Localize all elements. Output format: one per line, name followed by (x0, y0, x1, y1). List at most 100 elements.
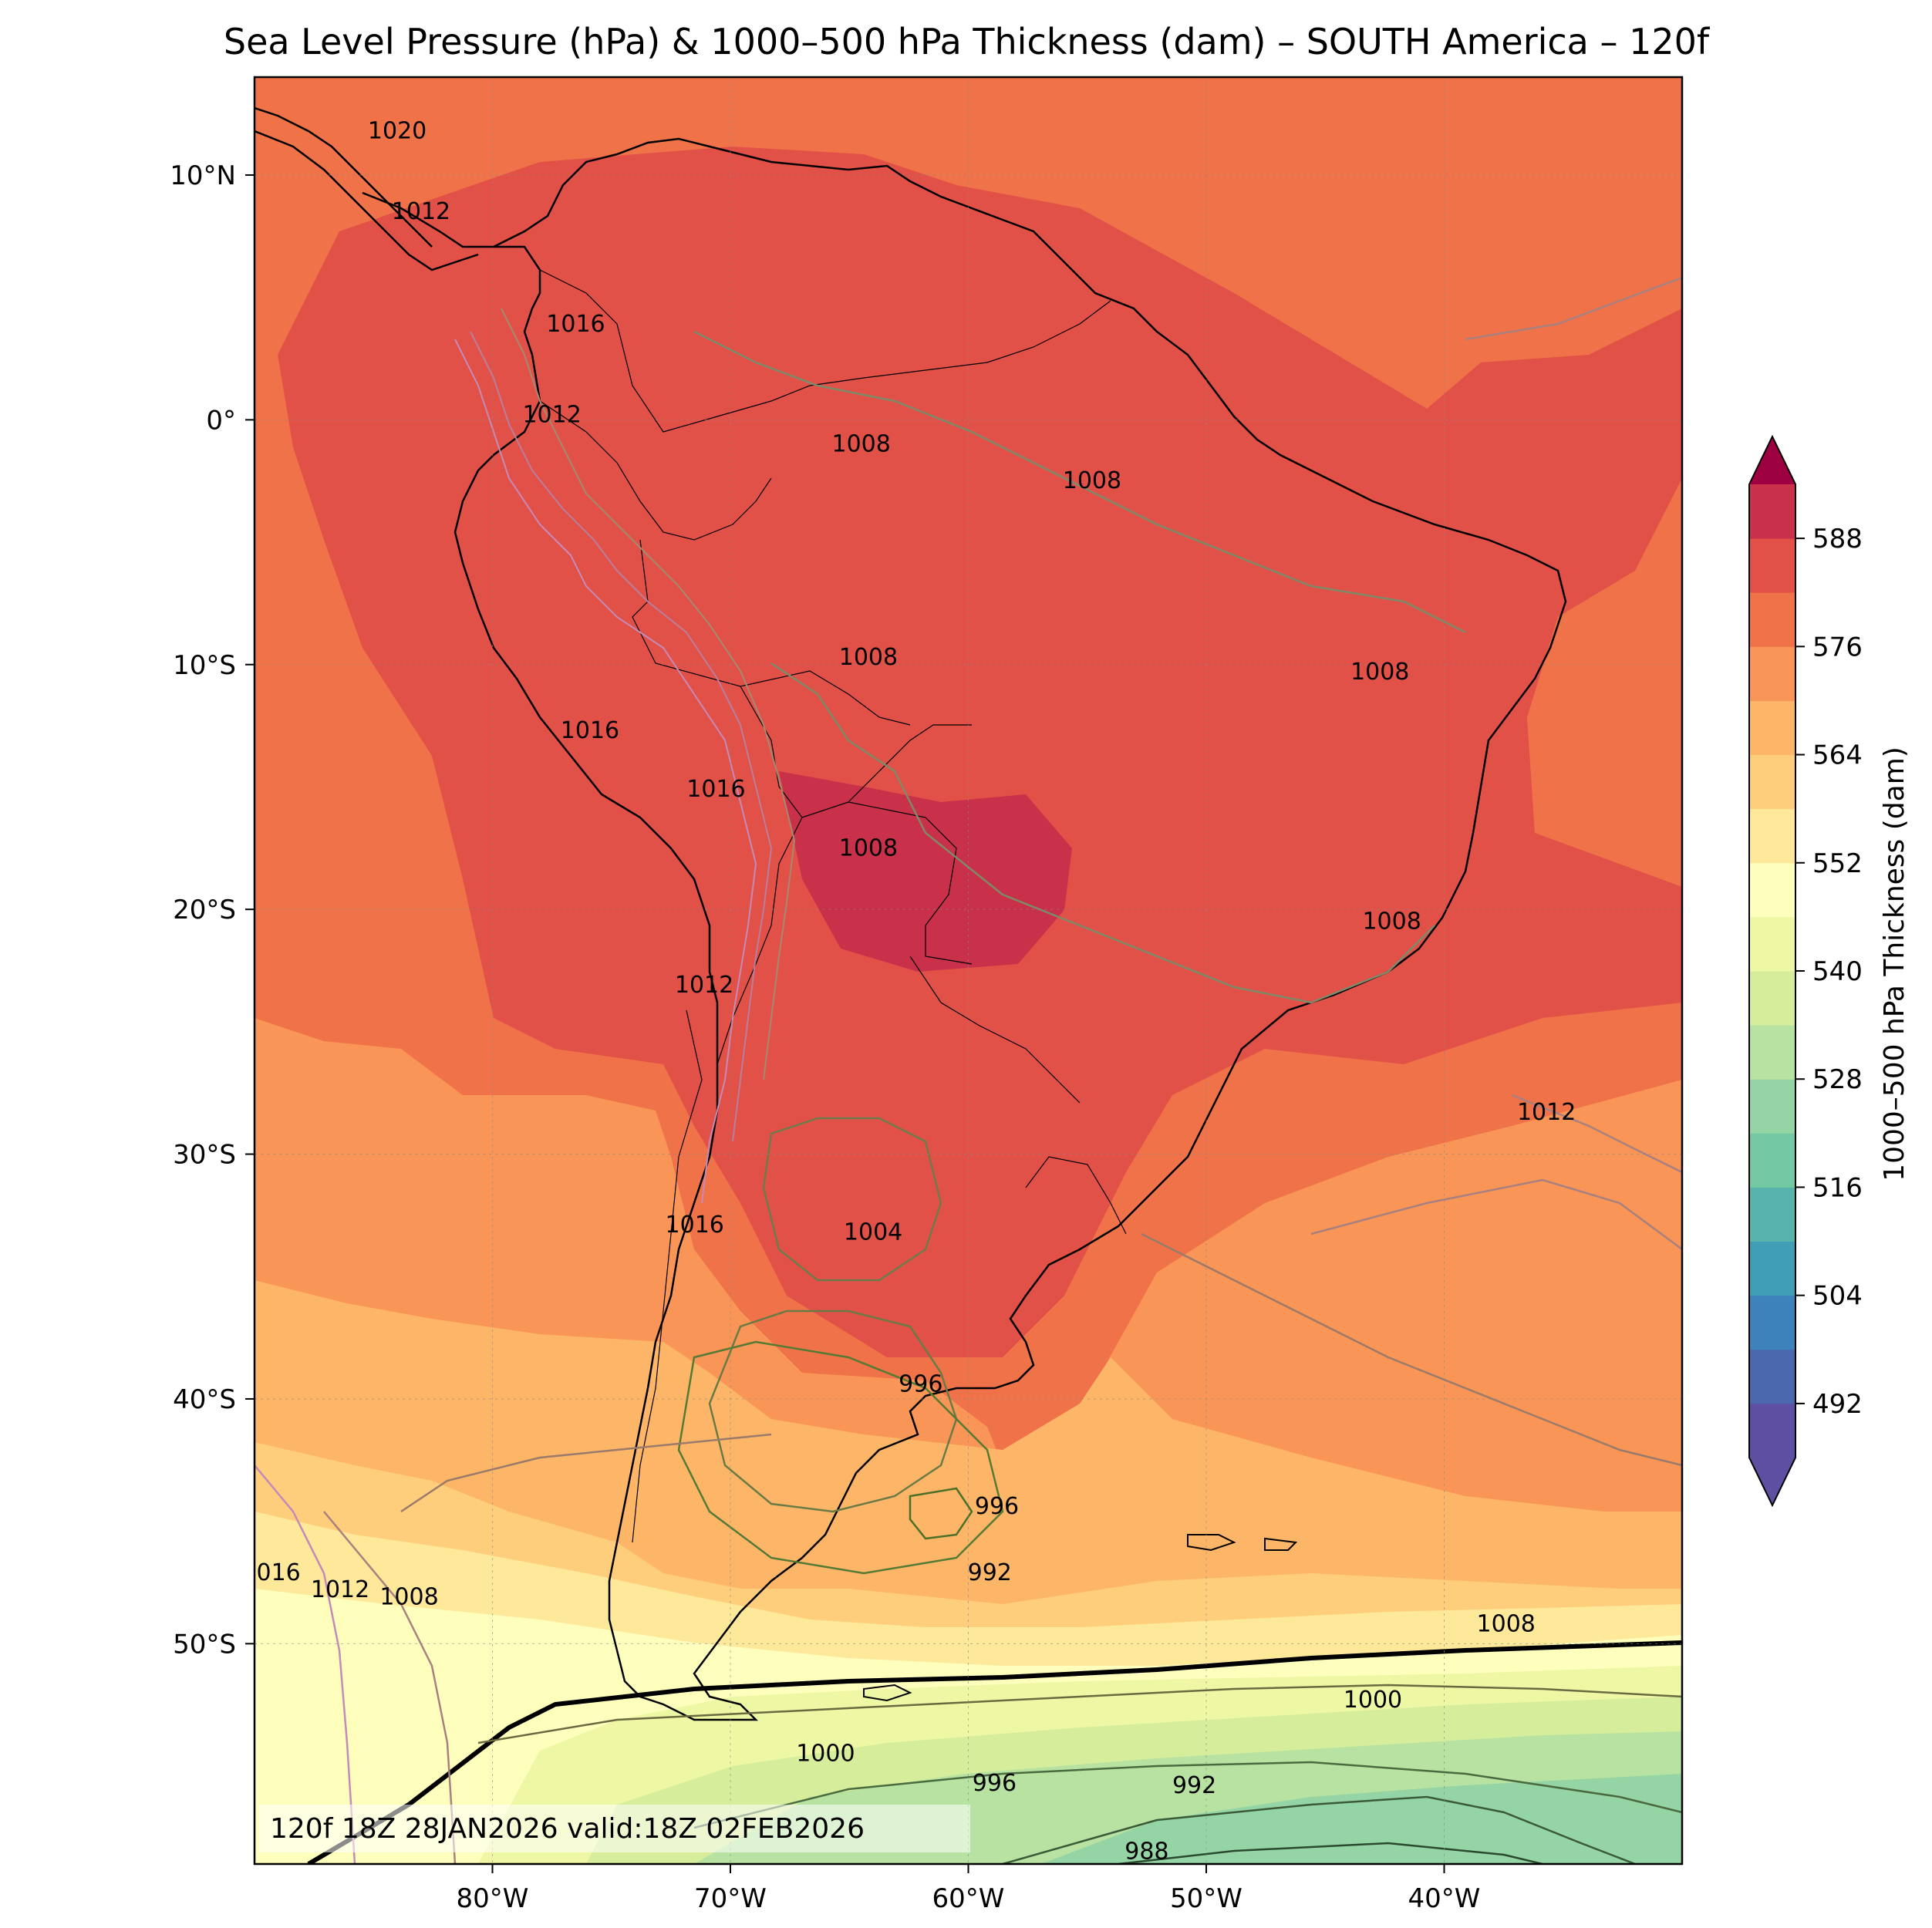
colorbar-tick-label: 564 (1812, 740, 1863, 771)
colorbar-segment (1749, 1241, 1795, 1296)
lon-tick-label: 70°W (694, 1883, 767, 1914)
isobar-1000-south (477, 1684, 1682, 1744)
slp-contour-label: 1012 (1517, 1099, 1576, 1126)
slp-contour-label: 1020 (368, 117, 427, 144)
colorbar-segment (1749, 1187, 1795, 1242)
map-axis-labels: 80°W 70°W 60°W 50°W 40°W 10°N 0° 10°S 20°S 30°S 40… (170, 160, 1480, 1914)
slp-contour-label: 1016 (686, 776, 745, 803)
colorbar-outline (1748, 434, 1796, 1508)
slp-contour-label: 1008 (1477, 1610, 1536, 1637)
slp-contour-label: 1000 (1344, 1687, 1402, 1714)
lat-tick-label: 50°S (173, 1629, 236, 1660)
valid-time-box (259, 1805, 970, 1852)
colorbar-segment (1749, 808, 1795, 864)
isobar-1012-atlantic (1465, 276, 1682, 1174)
slp-contour-label: 996 (899, 1370, 942, 1397)
colorbar-segment (1749, 862, 1795, 918)
isobar-1008-interior (770, 662, 1435, 1004)
slp-contour-label: 1012 (675, 972, 733, 999)
slp-contour-label: 996 (975, 1493, 1019, 1520)
lat-tick-label: 40°S (173, 1384, 236, 1415)
slp-contour-label: 1008 (839, 834, 898, 861)
colorbar-segment (1749, 1079, 1795, 1134)
lat-tick-label: 10°S (173, 650, 236, 681)
slp-contour-label: 1008 (1362, 908, 1421, 935)
slp-contour-label: 1000 (796, 1741, 855, 1768)
isobar-988-south (1118, 1842, 1543, 1864)
lat-tick-label: 10°N (170, 160, 236, 191)
lat-tick-label: 20°S (173, 895, 236, 925)
colorbar-segment (1749, 1403, 1795, 1458)
islands (863, 1534, 1298, 1702)
central-america-coastline (255, 106, 479, 271)
colorbar-tick-label: 588 (1812, 524, 1863, 554)
slp-contour-label: 1008 (1350, 659, 1409, 686)
isobar-996-south (693, 1761, 1682, 1829)
colorbar-segment (1749, 971, 1795, 1026)
lon-tick-label: 80°W (457, 1883, 529, 1914)
slp-contour-label: 1012 (392, 198, 450, 225)
lat-tick-label: 30°S (173, 1140, 236, 1171)
slp-contour-label: 1004 (844, 1219, 902, 1246)
colorbar: 492 504 516 528 540 552 564 576 588 (1748, 434, 1863, 1508)
colorbar-tick-label: 516 (1812, 1172, 1863, 1203)
colorbar-segment (1749, 1349, 1795, 1404)
figure-title: Sea Level Pressure (hPa) & 1000–500 hPa … (224, 21, 1711, 62)
colorbar-tick-label: 528 (1812, 1064, 1863, 1095)
slp-contour-label: 1008 (839, 644, 898, 671)
thickness-540-contour (307, 1640, 1682, 1864)
colorbar-segment (1749, 592, 1795, 647)
colorbar-segment (1749, 484, 1795, 539)
slp-contour-label: 1008 (1063, 467, 1121, 494)
colorbar-tick-label: 540 (1812, 956, 1863, 987)
south-america-coastline (362, 137, 1567, 1721)
colorbar-tick-label: 504 (1812, 1281, 1863, 1312)
isobar-1016-south (255, 1465, 356, 1864)
slp-contour-label: 1016 (666, 1212, 724, 1239)
slp-contour-label: 1008 (379, 1584, 438, 1611)
map-axis-ticks (245, 174, 1445, 1873)
colorbar-segment (1749, 646, 1795, 701)
slp-contour-label: 1012 (311, 1576, 369, 1603)
slp-isobars (255, 276, 1682, 1864)
slp-contour-label: 1008 (831, 431, 890, 458)
isobar-996 (677, 1340, 1004, 1575)
thickness-fill-588 (779, 771, 1072, 972)
isobar-992 (909, 1487, 973, 1540)
map-panel: 1020 1012 1016 1012 1008 1008 1008 1008 1016 1016… (255, 77, 1682, 1866)
isobar-1008-north (693, 330, 1466, 634)
colorbar-tick-label: 576 (1812, 632, 1863, 662)
colorbar-label: 1000–500 hPa Thickness (dam) (1879, 747, 1910, 1181)
slp-contour-labels: 1020 1012 1016 1012 1008 1008 1008 1008 1016 1016… (255, 117, 1576, 1866)
country-borders (539, 269, 1127, 1543)
slp-contour-label: 996 (973, 1770, 1017, 1797)
isobar-1000 (708, 1309, 958, 1513)
colorbar-segment (1749, 916, 1795, 972)
slp-contour-label: 1012 (522, 402, 581, 429)
lat-tick-label: 0° (206, 405, 236, 436)
thickness-fill-522 (1041, 1774, 1682, 1864)
colorbar-extend-under (1749, 1458, 1795, 1505)
slp-contour-label: 1016 (546, 311, 605, 338)
slp-contour-label: 1016 (561, 717, 619, 744)
isobar-1012-south (323, 1178, 1682, 1864)
isobar-992-south (1002, 1795, 1636, 1864)
slp-contour-label: 992 (1172, 1772, 1216, 1799)
lon-tick-label: 40°W (1408, 1883, 1481, 1914)
map-gridlines (255, 77, 1682, 1864)
colorbar-segment (1749, 1025, 1795, 1080)
isobar-1004 (762, 1117, 942, 1282)
valid-time-label: 120f 18Z 28JAN2026 valid:18Z 02FEB2026 (270, 1813, 865, 1845)
thickness-fill-582 (278, 147, 1682, 1357)
slp-contour-label: 988 (1124, 1839, 1168, 1866)
lon-tick-label: 60°W (932, 1883, 1005, 1914)
colorbar-tick-label: 492 (1812, 1389, 1863, 1420)
colorbar-segment (1749, 1133, 1795, 1188)
colorbar-segment (1749, 538, 1795, 593)
slp-contour-label: 992 (968, 1559, 1012, 1586)
andes-pressure-contours (454, 308, 796, 1204)
colorbar-tick-label: 552 (1812, 848, 1863, 879)
colorbar-segment (1749, 754, 1795, 810)
lon-tick-label: 50°W (1170, 1883, 1242, 1914)
